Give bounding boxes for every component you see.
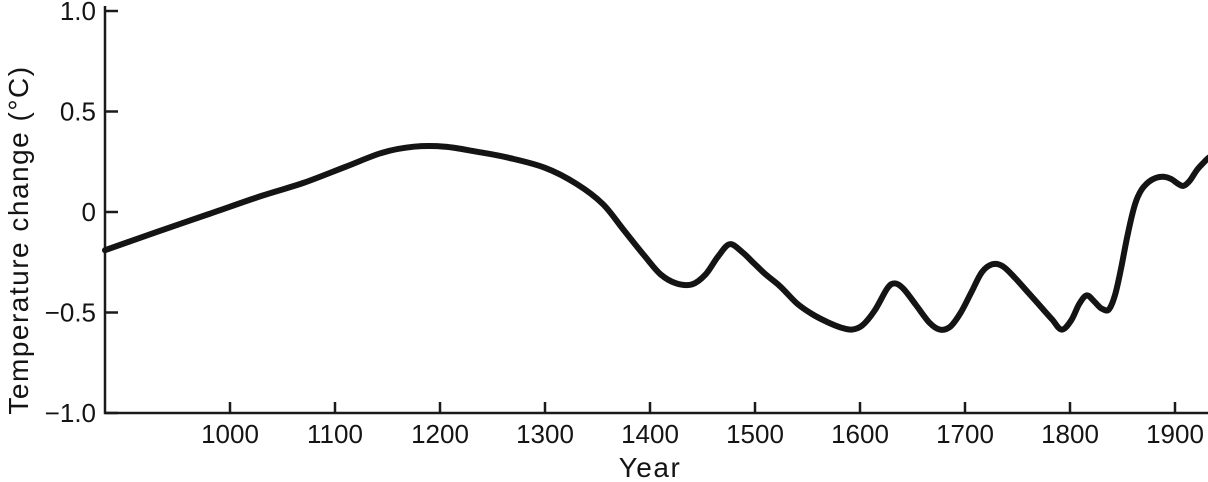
axis-spine [103,6,1208,415]
x-tick-label: 1800 [1041,419,1099,449]
x-tick-label: 1100 [307,419,363,449]
temperature-curve [102,142,1208,333]
x-tick-label: 1500 [726,419,784,449]
x-tick-label: 1300 [516,419,574,449]
x-axis-title: Year [619,452,682,482]
x-tick-label: 1600 [831,419,889,449]
y-tick-label: 0.5 [60,97,96,127]
x-tick-label: 1900 [1146,419,1204,449]
y-tick-label: 1.0 [60,0,96,26]
y-tick-label: −0.5 [45,298,96,328]
y-axis-title: Temperature change (°C) [3,65,34,414]
x-tick-label: 1200 [411,419,469,449]
y-tick-label: −1.0 [45,398,96,428]
x-axis-tick-labels: 1000 1100 1200 1300 1400 1500 1600 1700 1800 1900 [201,419,1204,449]
x-tick-label: 1700 [936,419,994,449]
x-tick-label: 1000 [201,419,259,449]
y-tick-label: 0 [82,197,96,227]
series-line-temperature-change [102,142,1208,333]
y-axis-tick-labels: 1.0 0.5 0 −0.5 −1.0 [45,0,96,428]
axes [103,6,1208,415]
x-tick-label: 1400 [621,419,679,449]
